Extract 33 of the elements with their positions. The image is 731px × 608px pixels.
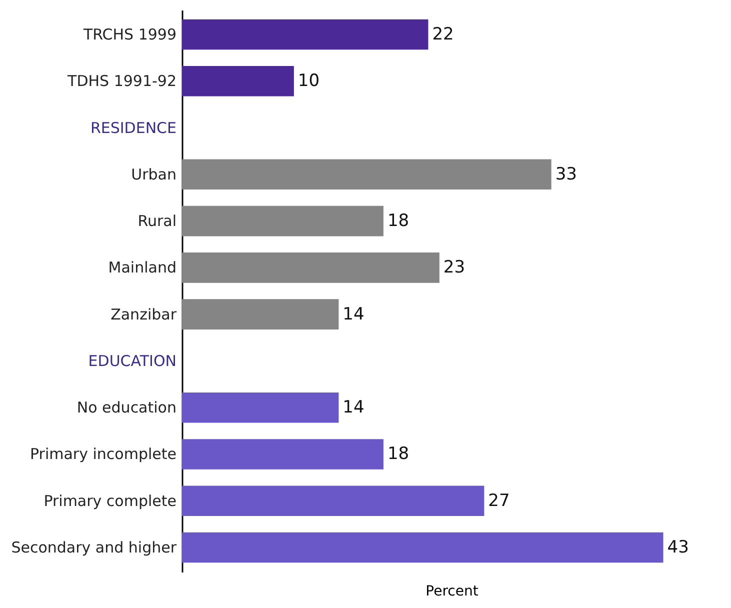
y-tick-label: EDUCATION [88,352,176,370]
y-tick-label: TDHS 1991-92 [66,72,176,90]
y-tick-label: Zanzibar [110,305,178,324]
bar [182,486,484,516]
bar [182,439,384,470]
y-tick-label: No education [76,398,176,417]
bar [182,252,440,283]
bar [182,532,664,563]
y-tick-label: Primary incomplete [30,445,176,464]
data-label: 33 [555,164,577,184]
data-label: 10 [298,71,320,92]
y-tick-label: Urban [131,165,176,184]
bar [182,66,294,96]
bar [182,299,339,330]
bar [182,206,384,236]
data-label: 27 [488,490,510,511]
data-label: 14 [342,304,364,324]
data-label: 18 [387,444,410,464]
data-label: 23 [443,258,466,278]
y-tick-label: TRCHS 1999 [82,25,176,44]
data-label: 43 [667,538,689,558]
x-axis-title: Percent [426,584,479,600]
y-tick-label: RESIDENCE [90,118,176,137]
data-label: 14 [342,398,364,418]
y-tick-label: Rural [138,212,176,230]
y-tick-label: Secondary and higher [11,538,178,557]
data-label: 22 [432,24,454,44]
bar [182,159,552,190]
data-label: 18 [387,211,410,232]
bar [182,392,339,423]
y-tick-label: Mainland [108,258,176,277]
bar [182,19,428,50]
y-tick-label: Primary complete [44,492,176,510]
